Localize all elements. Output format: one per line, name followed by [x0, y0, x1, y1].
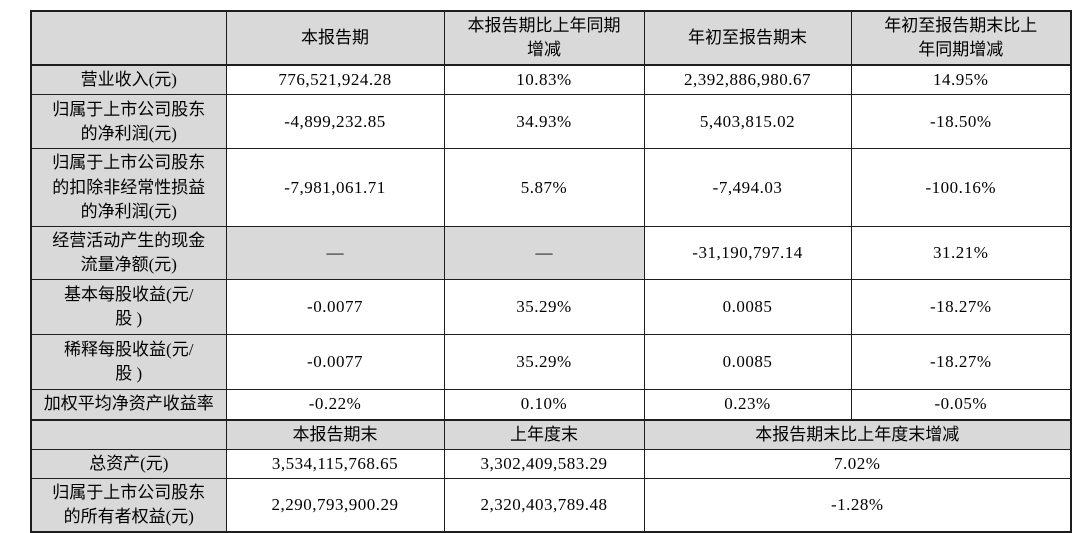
table-row-revenue: 营业收入(元) 776,521,924.28 10.83% 2,392,886,…: [30, 64, 1072, 96]
cell-ytd: -7,494.03: [643, 148, 852, 227]
header-period-change: 本报告期比上年同期 增减: [443, 10, 645, 66]
row-label: 经营活动产生的现金 流量净额(元): [30, 225, 227, 281]
row-label: 归属于上市公司股东 的扣除非经常性损益 的净利润(元): [30, 148, 227, 227]
cell-ytd: -31,190,797.14: [643, 225, 852, 281]
cell-period: -4,899,232.85: [225, 94, 445, 150]
table-row-weighted-avg-roe: 加权平均净资产收益率 -0.22% 0.10% 0.23% -0.05%: [30, 389, 1072, 420]
cell-ytd-change: -18.27%: [850, 334, 1072, 390]
cell-ytd-change: -0.05%: [850, 389, 1072, 420]
cell-period-change: 34.93%: [443, 94, 645, 150]
cell-period-change: 0.10%: [443, 389, 645, 420]
cell-change: 7.02%: [643, 448, 1072, 479]
cell-ytd-change: 14.95%: [850, 64, 1072, 96]
cell-period-change: 10.83%: [443, 64, 645, 96]
row-label: 营业收入(元): [30, 64, 227, 96]
row-label: 加权平均净资产收益率: [30, 389, 227, 420]
financial-summary-table: 本报告期 本报告期比上年同期 增减 年初至报告期末 年初至报告期末比上 年同期增…: [30, 10, 1072, 533]
cell-ytd: 0.23%: [643, 389, 852, 420]
header-period-end: 本报告期末: [225, 418, 445, 450]
table-row-net-profit-excl-nonrecurring: 归属于上市公司股东 的扣除非经常性损益 的净利润(元) -7,981,061.7…: [30, 148, 1072, 227]
cell-ytd-change: -100.16%: [850, 148, 1072, 227]
cell-ytd-change: -18.50%: [850, 94, 1072, 150]
header2-empty-cell: [30, 418, 227, 450]
row-label: 基本每股收益(元/ 股 ): [30, 279, 227, 335]
header-ytd-change: 年初至报告期末比上 年同期增减: [850, 10, 1072, 66]
header-prev-year-end: 上年度末: [443, 418, 645, 450]
header-empty-cell: [30, 10, 227, 66]
cell-ytd-change: -18.27%: [850, 279, 1072, 335]
cell-period: -0.0077: [225, 279, 445, 335]
cell-ytd: 5,403,815.02: [643, 94, 852, 150]
header-period-end-change: 本报告期末比上年度末增减: [643, 418, 1072, 450]
row-label: 总资产(元): [30, 448, 227, 479]
cell-period-change-dash: —: [443, 225, 645, 281]
cell-period: -7,981,061.71: [225, 148, 445, 227]
cell-prev-year-end: 3,302,409,583.29: [443, 448, 645, 479]
cell-ytd: 0.0085: [643, 334, 852, 390]
row-label: 稀释每股收益(元/ 股 ): [30, 334, 227, 390]
cell-period: -0.22%: [225, 389, 445, 420]
table-header-row: 本报告期 本报告期比上年同期 增减 年初至报告期末 年初至报告期末比上 年同期增…: [30, 10, 1072, 66]
table-row-operating-cash-flow: 经营活动产生的现金 流量净额(元) — — -31,190,797.14 31.…: [30, 225, 1072, 281]
cell-ytd: 2,392,886,980.67: [643, 64, 852, 96]
cell-period-change: 5.87%: [443, 148, 645, 227]
header-ytd: 年初至报告期末: [643, 10, 852, 66]
cell-period-change: 35.29%: [443, 334, 645, 390]
cell-period: 776,521,924.28: [225, 64, 445, 96]
row-label: 归属于上市公司股东 的净利润(元): [30, 94, 227, 150]
row-label: 归属于上市公司股东 的所有者权益(元): [30, 477, 227, 533]
table-row-total-assets: 总资产(元) 3,534,115,768.65 3,302,409,583.29…: [30, 448, 1072, 479]
table-row-owners-equity: 归属于上市公司股东 的所有者权益(元) 2,290,793,900.29 2,3…: [30, 477, 1072, 533]
cell-period: -0.0077: [225, 334, 445, 390]
table-row-basic-eps: 基本每股收益(元/ 股 ) -0.0077 35.29% 0.0085 -18.…: [30, 279, 1072, 335]
table-row-diluted-eps: 稀释每股收益(元/ 股 ) -0.0077 35.29% 0.0085 -18.…: [30, 334, 1072, 390]
cell-ytd: 0.0085: [643, 279, 852, 335]
cell-period-end: 3,534,115,768.65: [225, 448, 445, 479]
cell-period-change: 35.29%: [443, 279, 645, 335]
cell-change: -1.28%: [643, 477, 1072, 533]
cell-period-dash: —: [225, 225, 445, 281]
table-row-net-profit: 归属于上市公司股东 的净利润(元) -4,899,232.85 34.93% 5…: [30, 94, 1072, 150]
cell-ytd-change: 31.21%: [850, 225, 1072, 281]
header-current-period: 本报告期: [225, 10, 445, 66]
table-header-row-2: 本报告期末 上年度末 本报告期末比上年度末增减: [30, 418, 1072, 450]
